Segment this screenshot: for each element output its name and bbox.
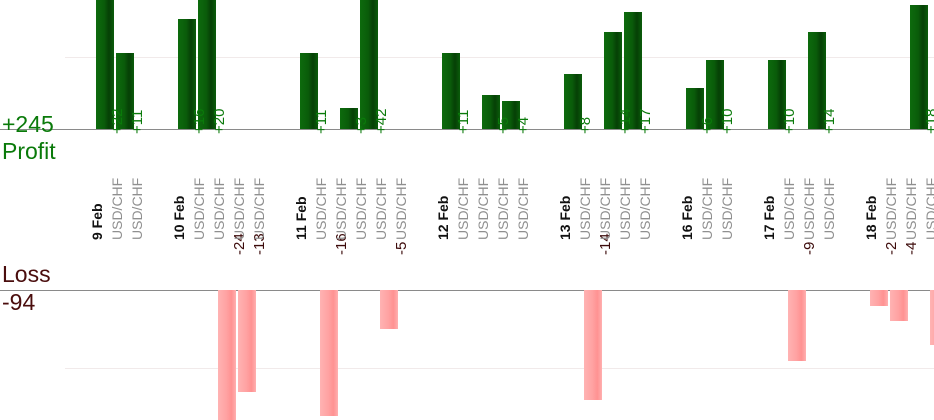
symbol-label: USD/CHF — [129, 177, 145, 240]
zero-line-loss — [0, 290, 934, 291]
symbol-label: USD/CHF — [577, 177, 593, 240]
symbol-label: USD/CHF — [313, 177, 329, 240]
loss-value-label: -5 — [393, 241, 410, 255]
profit-bar[interactable] — [768, 60, 786, 129]
loss-value-label: -9 — [801, 241, 818, 255]
symbol-label: USD/CHF — [617, 177, 633, 240]
loss-bar[interactable] — [890, 290, 908, 322]
date-label: 11 Feb — [293, 196, 309, 240]
profit-value-label: +18 — [923, 108, 934, 134]
symbol-label: USD/CHF — [883, 177, 899, 240]
symbol-label: USD/CHF — [373, 177, 389, 240]
symbol-label: USD/CHF — [923, 177, 934, 240]
profit-axis-label: Profit — [2, 138, 56, 164]
symbol-label: USD/CHF — [353, 177, 369, 240]
symbol-label: USD/CHF — [333, 177, 349, 240]
date-label: 17 Feb — [761, 195, 777, 240]
profit-bar[interactable] — [502, 101, 520, 129]
profit-bar[interactable] — [198, 0, 216, 129]
loss-bar[interactable] — [218, 290, 236, 420]
symbol-label: USD/CHF — [903, 177, 919, 240]
symbol-label: USD/CHF — [475, 177, 491, 240]
gridline-profit-upper — [65, 57, 934, 58]
profit-value-label: +22 — [109, 108, 126, 134]
profit-value-label: +5 — [495, 116, 512, 134]
profit-bar[interactable] — [178, 18, 196, 129]
symbol-label: USD/CHF — [699, 177, 715, 240]
symbol-label: USD/CHF — [231, 177, 247, 240]
profit-value-label: +14 — [617, 108, 634, 134]
profit-bar[interactable] — [604, 32, 622, 129]
zero-line-profit — [0, 129, 934, 130]
symbol-label: USD/CHF — [515, 177, 531, 240]
date-label: 9 Feb — [89, 203, 105, 240]
symbol-label: USD/CHF — [821, 177, 837, 240]
profit-value-label: +11 — [129, 109, 146, 134]
symbol-label: USD/CHF — [109, 177, 125, 240]
profit-value-label: +17 — [637, 108, 654, 134]
loss-bar[interactable] — [238, 290, 256, 393]
symbol-label: USD/CHF — [495, 177, 511, 240]
loss-bar[interactable] — [870, 290, 888, 306]
symbol-label: USD/CHF — [597, 177, 613, 240]
profit-bar[interactable] — [686, 87, 704, 129]
symbol-label: USD/CHF — [801, 177, 817, 240]
loss-total-value: -94 — [2, 289, 36, 315]
profit-bar[interactable] — [808, 32, 826, 129]
date-label: 12 Feb — [435, 195, 451, 240]
profit-bar[interactable] — [706, 60, 724, 129]
profit-bar[interactable] — [442, 53, 460, 129]
gridline-loss-lower — [65, 368, 934, 369]
date-label: 18 Feb — [863, 195, 879, 240]
profit-value-label: +11 — [313, 109, 330, 134]
profit-bar[interactable] — [564, 73, 582, 129]
profit-bar[interactable] — [340, 108, 358, 129]
symbol-label: USD/CHF — [781, 177, 797, 240]
profit-value-label: +16 — [191, 108, 208, 134]
profit-bar[interactable] — [360, 0, 378, 129]
loss-bar[interactable] — [380, 290, 398, 330]
profit-total-value: +245 — [2, 111, 54, 137]
symbol-label: USD/CHF — [637, 177, 653, 240]
symbol-label: USD/CHF — [191, 177, 207, 240]
symbol-label: USD/CHF — [455, 177, 471, 240]
loss-bar[interactable] — [788, 290, 806, 361]
profit-value-label: +11 — [455, 109, 472, 134]
profit-value-label: +10 — [719, 108, 736, 134]
loss-bar[interactable] — [320, 290, 338, 416]
loss-bar[interactable] — [930, 290, 934, 345]
profit-bar[interactable] — [482, 94, 500, 129]
profit-value-label: +4 — [515, 116, 532, 134]
loss-value-label: -2 — [883, 241, 900, 255]
loss-value-label: -4 — [903, 241, 920, 255]
date-label: 10 Feb — [171, 195, 187, 240]
date-label: 16 Feb — [679, 195, 695, 240]
loss-axis-label: Loss — [2, 261, 51, 287]
profit-value-label: +10 — [781, 108, 798, 134]
profit-value-label: +3 — [353, 116, 370, 134]
profit-bar[interactable] — [96, 0, 114, 129]
profit-value-label: +42 — [373, 108, 390, 134]
symbol-label: USD/CHF — [393, 177, 409, 240]
profit-bar[interactable] — [624, 11, 642, 129]
profit-bar[interactable] — [116, 53, 134, 129]
profit-value-label: +8 — [577, 116, 594, 134]
profit-value-label: +14 — [821, 108, 838, 134]
profit-bar[interactable] — [910, 4, 928, 129]
profit-value-label: +6 — [699, 116, 716, 134]
date-label: 13 Feb — [557, 195, 573, 240]
profit-bar[interactable] — [300, 53, 318, 129]
loss-bar[interactable] — [584, 290, 602, 400]
symbol-label: USD/CHF — [251, 177, 267, 240]
profit-value-label: +20 — [211, 108, 228, 134]
symbol-label: USD/CHF — [211, 177, 227, 240]
symbol-label: USD/CHF — [719, 177, 735, 240]
